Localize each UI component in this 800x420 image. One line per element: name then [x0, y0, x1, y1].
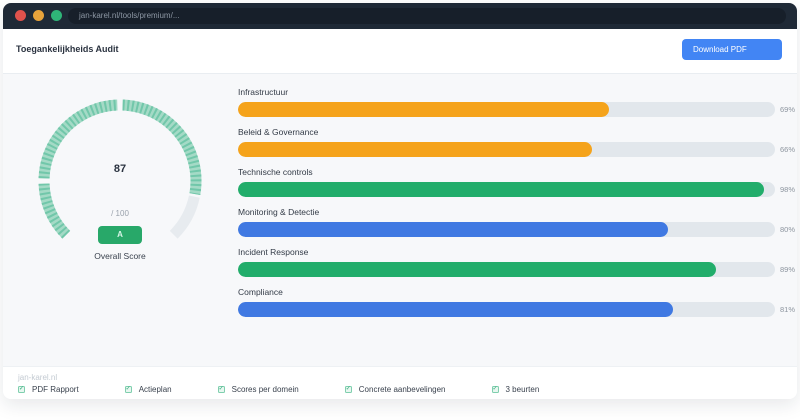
- feature-item: ✓ Concrete aanbevelingen: [344, 385, 446, 394]
- bar-percent: 89%: [780, 265, 796, 274]
- bar-percent: 80%: [780, 225, 796, 234]
- url-bar[interactable]: jan-karel.nl/tools/premium/...: [68, 8, 786, 24]
- bar-label: Incident Response: [238, 247, 309, 257]
- feature-item: ✓ Scores per domein: [217, 385, 299, 394]
- feature-item: ✓ PDF Rapport: [18, 385, 79, 394]
- gauge-value: 87: [113, 163, 127, 175]
- feature-label: 3 beurten: [505, 385, 540, 394]
- bar-label: Technische controls: [238, 167, 313, 177]
- footer-brand: jan-karel.nl: [18, 373, 58, 382]
- grade-badge: A: [98, 226, 142, 244]
- bar-row: Technische controls 98%: [238, 167, 797, 197]
- bar-fill: [238, 182, 765, 197]
- bar-track: [238, 222, 775, 237]
- check-icon: ✓: [217, 386, 225, 393]
- bar-track: [238, 302, 775, 317]
- window-controls: [15, 10, 62, 21]
- bar-fill: [238, 142, 593, 157]
- bar-track: [238, 142, 775, 157]
- check-icon: ✓: [18, 386, 25, 393]
- bar-row: Monitoring & Detectie 80%: [238, 207, 797, 237]
- bar-label: Compliance: [238, 287, 283, 297]
- download-pdf-button[interactable]: Download PDF: [682, 39, 782, 60]
- bar-percent: 98%: [780, 185, 796, 194]
- bar-fill: [238, 222, 668, 237]
- gauge-arc: [38, 99, 202, 239]
- footer: jan-karel.nl ✓ PDF Rapport ✓ Actieplan ✓ Scor…: [3, 366, 797, 399]
- bar-row: Incident Response 89%: [238, 247, 797, 277]
- bar-label: Beleid & Governance: [238, 127, 319, 137]
- bar-fill: [238, 102, 609, 117]
- bar-percent: 66%: [780, 145, 796, 154]
- bar-track: [238, 102, 775, 117]
- main-content: 87 / 100 A Overall Score Infrastructuur 6…: [3, 74, 797, 366]
- bar-track: [238, 262, 775, 277]
- feature-list: ✓ PDF Rapport ✓ Actieplan ✓ Scores per domein…: [18, 385, 585, 394]
- gauge-title: Overall Score: [94, 251, 146, 261]
- app-header: Toegankelijkheids Audit Download PDF: [3, 29, 797, 74]
- feature-item: ✓ Actieplan: [124, 385, 172, 394]
- page-title: Toegankelijkheids Audit: [16, 44, 119, 54]
- gauge-max-label: / 100: [111, 209, 129, 218]
- overall-score-gauge: 87 / 100 A Overall Score: [20, 79, 220, 289]
- feature-label: Actieplan: [138, 385, 172, 394]
- bar-label: Monitoring & Detectie: [238, 207, 320, 217]
- close-window-button[interactable]: [15, 10, 26, 21]
- browser-title-bar: jan-karel.nl/tools/premium/...: [3, 3, 797, 29]
- feature-label: Scores per domein: [231, 385, 299, 394]
- feature-item: ✓ 3 beurten: [491, 385, 540, 394]
- maximize-window-button[interactable]: [51, 10, 62, 21]
- browser-window: jan-karel.nl/tools/premium/... Toegankel…: [3, 3, 797, 399]
- bar-row: Beleid & Governance 66%: [238, 127, 797, 157]
- domain-scores-chart: Infrastructuur 69% Beleid & Governance 66% T…: [238, 87, 797, 327]
- check-icon: ✓: [491, 386, 499, 393]
- bar-percent: 81%: [780, 305, 796, 314]
- minimize-window-button[interactable]: [33, 10, 44, 21]
- feature-label: PDF Rapport: [32, 385, 79, 394]
- bar-row: Infrastructuur 69%: [238, 87, 797, 117]
- bar-fill: [238, 302, 673, 317]
- bar-fill: [238, 262, 716, 277]
- bar-track: [238, 182, 775, 197]
- feature-label: Concrete aanbevelingen: [358, 385, 446, 394]
- check-icon: ✓: [124, 386, 132, 393]
- bar-label: Infrastructuur: [238, 87, 289, 97]
- bar-row: Compliance 81%: [238, 287, 797, 317]
- bar-percent: 69%: [780, 105, 796, 114]
- check-icon: ✓: [344, 386, 352, 393]
